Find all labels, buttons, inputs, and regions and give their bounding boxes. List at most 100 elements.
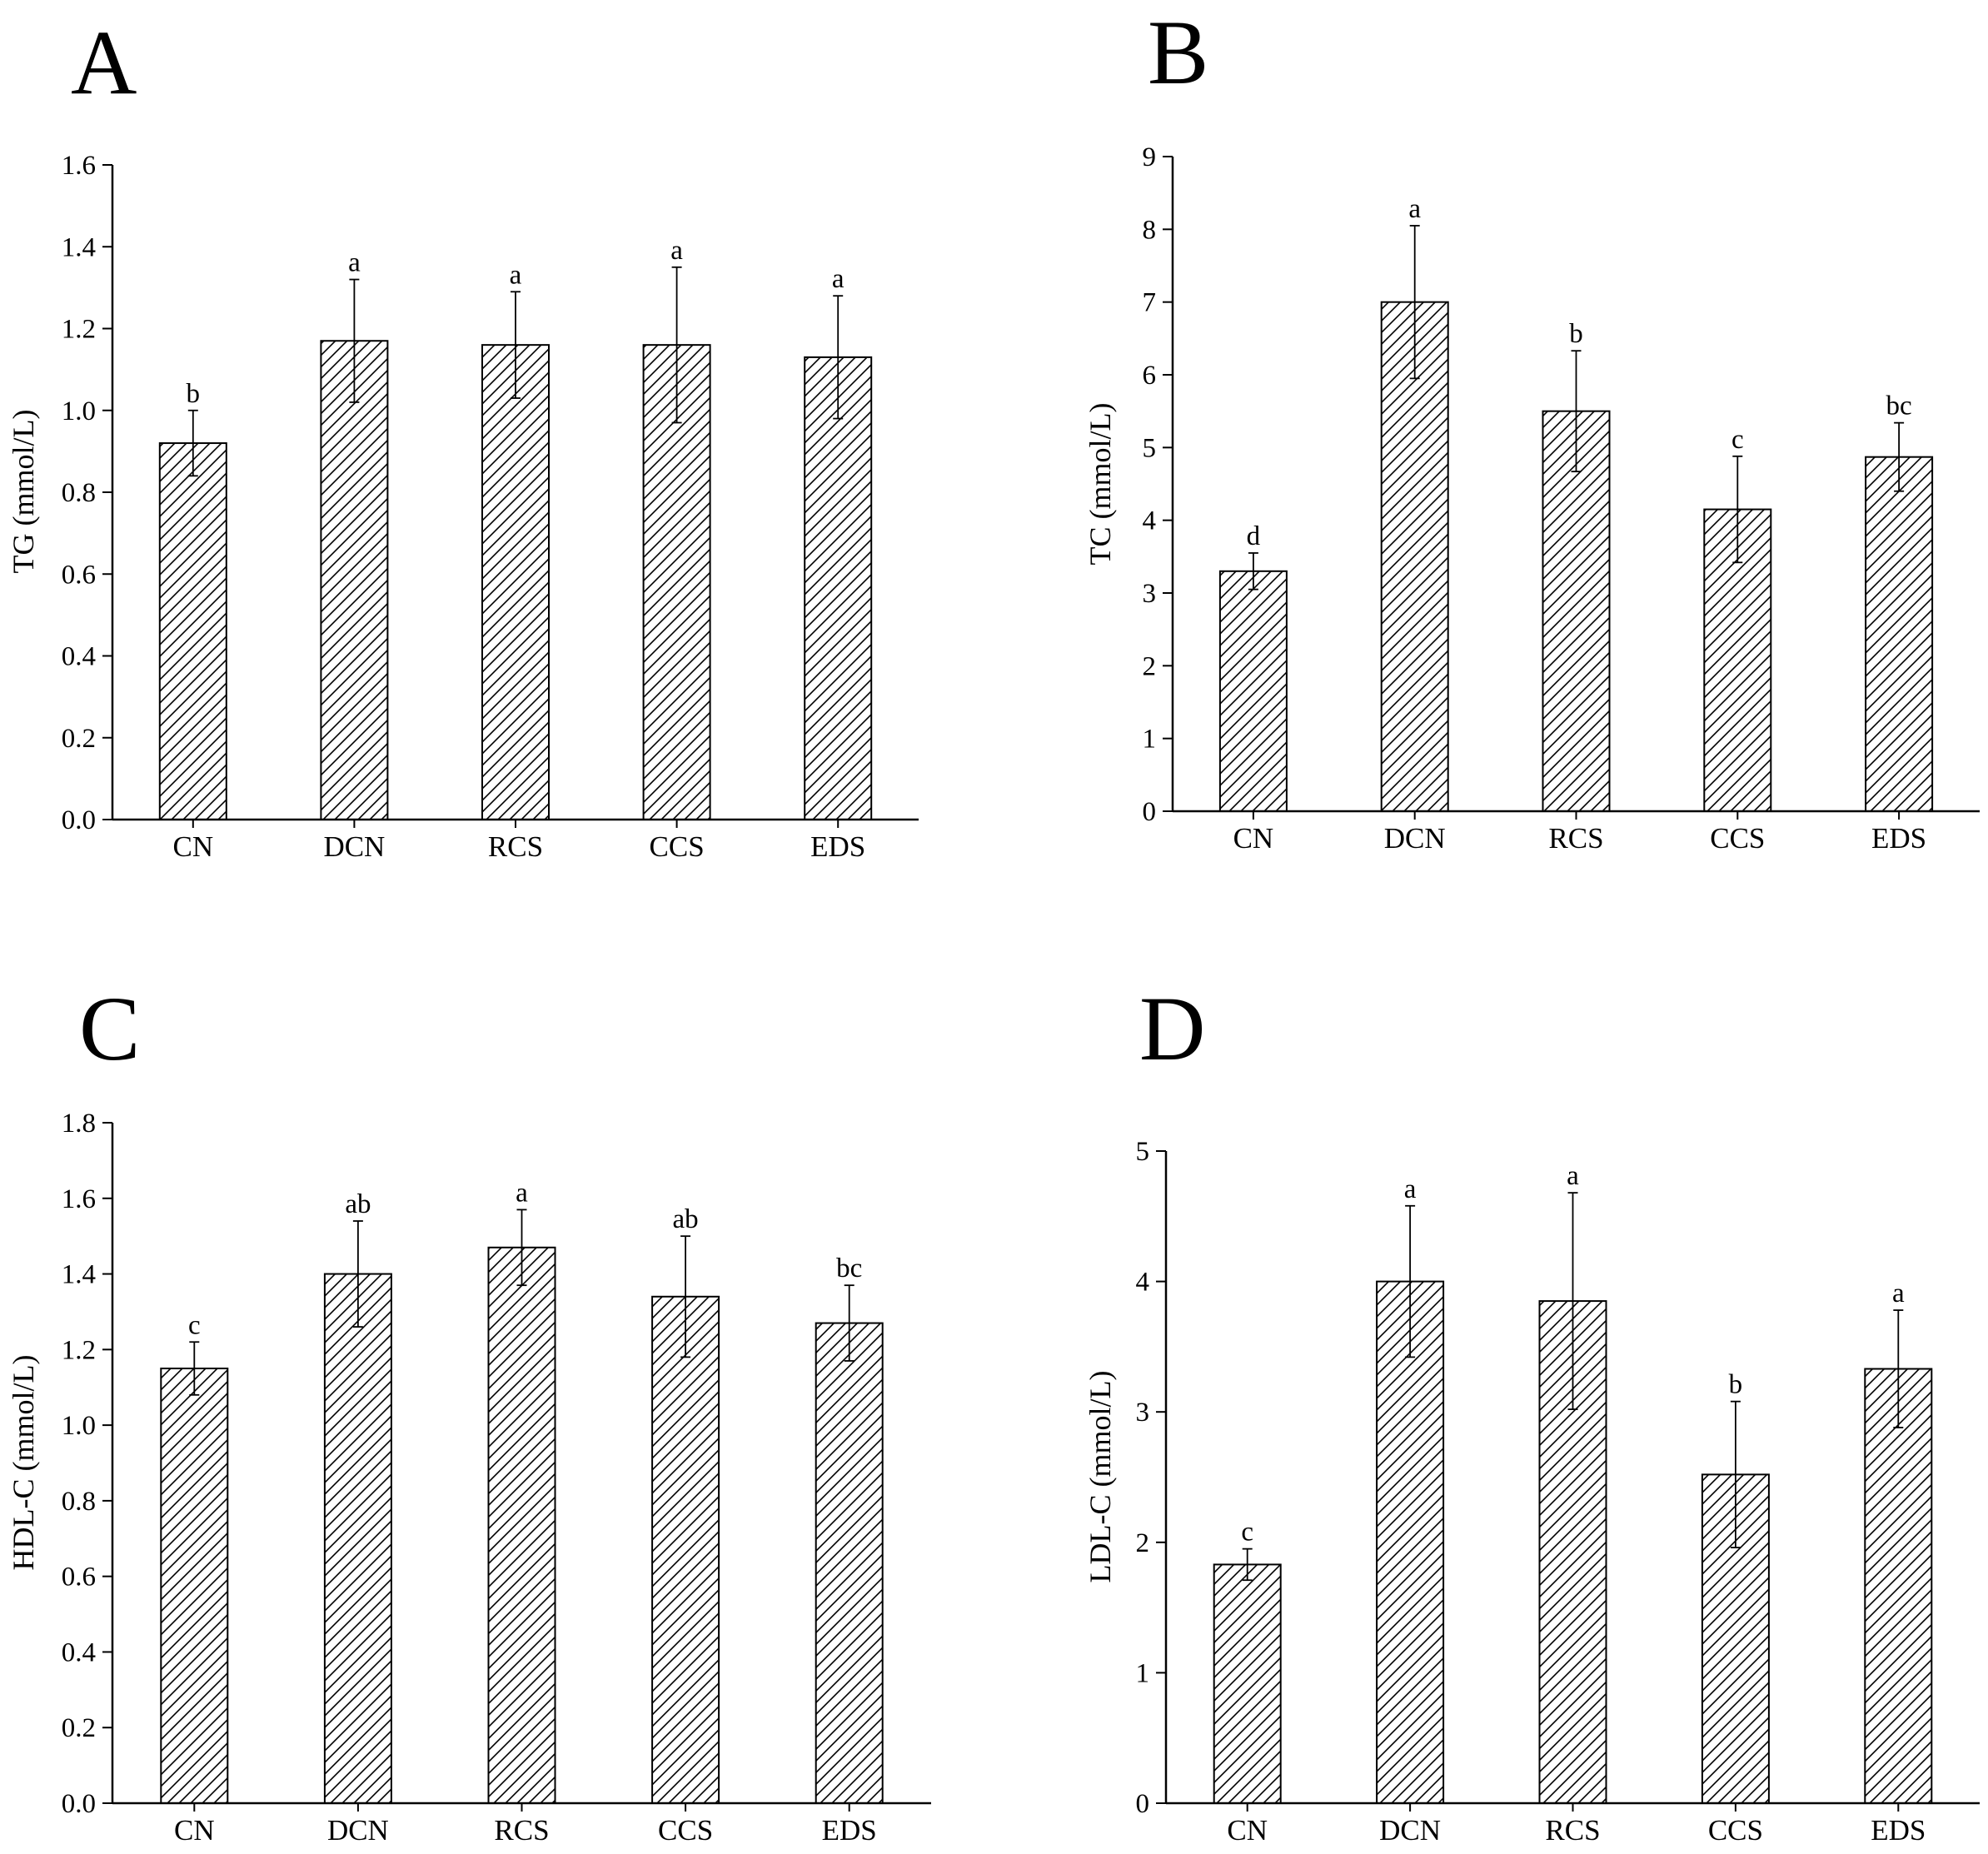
panel-a-y-tick-label-0: 0.0 [62, 805, 96, 835]
panel-d-x-label-ccs: CCS [1708, 1814, 1763, 1847]
panel-a-bar-cn [158, 442, 227, 820]
panel-b-y-tick-label-0: 0 [1143, 797, 1157, 827]
panel-c-y-tick-label-9: 1.8 [62, 1109, 96, 1139]
panel-c-label: C [79, 978, 140, 1079]
panel-a-y-tick-label-2: 0.4 [62, 642, 96, 672]
panel-c-significance-rcs: a [516, 1178, 528, 1208]
panel-d-significance-eds: a [1892, 1278, 1905, 1308]
panel-d-chart: D LDL-C (mmol/L) c a a b a 0 1 2 3 4 5 CN DCN RCS CC… [1084, 978, 1980, 1847]
panel-d-bar-dcn [1376, 1280, 1445, 1804]
panel-c-y-tick-label-5: 1.0 [62, 1411, 96, 1441]
panel-d-x-label-dcn: DCN [1379, 1814, 1441, 1847]
panel-a-bar-dcn [320, 340, 389, 820]
panel-b-y-tick-label-9: 9 [1143, 142, 1157, 172]
panel-c-significance-eds: bc [836, 1253, 862, 1283]
panel-d-bars: c a a b a [1213, 1161, 1933, 1805]
panel-b-y-tick-label-8: 8 [1143, 215, 1157, 245]
panel-a-y-tick-label-4: 0.8 [62, 478, 96, 508]
panel-a-x-label-rcs: RCS [488, 830, 543, 863]
panel-b-bar-dcn [1380, 301, 1449, 812]
panel-c-x-label-cn: CN [174, 1814, 215, 1847]
panel-b-y-tick-label-4: 4 [1143, 506, 1157, 536]
panel-d-y-axis-title: LDL-C (mmol/L) [1084, 1371, 1117, 1583]
panel-a-y-ticks: 0.0 0.2 0.4 0.6 0.8 1.0 1.2 1.4 1.6 [62, 151, 112, 835]
panel-d-x-tick-labels: CN DCN RCS CCS EDS [1227, 1803, 1926, 1847]
panel-c-y-tick-label-7: 1.4 [62, 1260, 96, 1290]
panel-a-bar-eds [804, 356, 873, 820]
panel-b-y-tick-label-7: 7 [1143, 288, 1157, 318]
panel-b-significance-rcs: b [1569, 319, 1583, 349]
panel-a-y-axis-title: TG (mmol/L) [7, 410, 40, 574]
panel-a-x-tick-labels: CN DCN RCS CCS EDS [172, 820, 865, 863]
panel-b-significance-dcn: a [1408, 194, 1421, 224]
panel-b-y-axis-title: TC (mmol/L) [1084, 403, 1117, 566]
panel-d-y-tick-label-0: 0 [1136, 1789, 1150, 1819]
panel-b-x-label-rcs: RCS [1548, 822, 1603, 855]
panel-b-bar-cn [1218, 570, 1288, 812]
panel-c-x-label-ccs: CCS [658, 1814, 713, 1847]
panel-a-bar-rcs [481, 344, 550, 820]
panel-b-significance-cn: d [1247, 521, 1261, 551]
panel-a-chart: A TG (mmol/L) b a a a a 0.0 0.2 0.4 0.6 0.8 1.0 1.… [7, 12, 919, 863]
panel-c-y-tick-label-4: 0.8 [62, 1487, 96, 1517]
panel-c-y-tick-label-6: 1.2 [62, 1335, 96, 1365]
panel-c-y-tick-label-0: 0.0 [62, 1789, 96, 1819]
panel-c-significance-cn: c [188, 1310, 201, 1340]
panel-d-y-tick-label-5: 5 [1136, 1137, 1150, 1167]
panel-a-significance-eds: a [832, 264, 845, 294]
panel-b-significance-ccs: c [1731, 425, 1744, 455]
panel-c-y-tick-label-2: 0.4 [62, 1637, 96, 1667]
panel-c-y-ticks: 0.0 0.2 0.4 0.6 0.8 1.0 1.2 1.4 1.6 1.8 [62, 1109, 112, 1819]
panel-b-y-ticks: 0 1 2 3 4 5 6 7 8 9 [1143, 142, 1173, 827]
panel-d-y-tick-label-2: 2 [1136, 1528, 1150, 1558]
panel-b-y-tick-label-2: 2 [1143, 651, 1157, 681]
panel-a-y-tick-label-8: 1.6 [62, 151, 96, 181]
panel-d-bar-cn [1213, 1563, 1282, 1804]
panel-a-y-tick-label-6: 1.2 [62, 315, 96, 345]
panel-c-y-axis-title: HDL-C (mmol/L) [7, 1355, 40, 1571]
panel-d-x-label-eds: EDS [1871, 1814, 1926, 1847]
panel-b-y-tick-label-1: 1 [1143, 725, 1157, 755]
panel-c-x-label-eds: EDS [822, 1814, 877, 1847]
panel-b-bar-rcs [1542, 410, 1611, 812]
panel-a-x-label-eds: EDS [810, 830, 865, 863]
panel-b-x-label-ccs: CCS [1710, 822, 1765, 855]
panel-a-label: A [71, 12, 137, 113]
panel-d-y-tick-label-3: 3 [1136, 1398, 1150, 1428]
panel-a-y-tick-label-1: 0.2 [62, 724, 96, 754]
panel-a-bar-ccs [642, 344, 711, 820]
panel-a-bars: b a a a a [158, 236, 873, 820]
panel-a-x-label-cn: CN [172, 830, 213, 863]
panel-c-x-tick-labels: CN DCN RCS CCS EDS [174, 1803, 877, 1847]
panel-a-y-tick-label-3: 0.6 [62, 560, 96, 590]
panel-d-x-label-cn: CN [1227, 1814, 1268, 1847]
panel-c-bar-dcn [323, 1273, 392, 1804]
panel-c-y-tick-label-3: 0.6 [62, 1562, 96, 1592]
panel-c-x-label-dcn: DCN [327, 1814, 389, 1847]
panel-b-x-tick-labels: CN DCN RCS CCS EDS [1233, 811, 1926, 855]
panel-a-x-label-dcn: DCN [323, 830, 385, 863]
panel-b-y-tick-label-5: 5 [1143, 433, 1157, 463]
panel-c-y-tick-label-1: 0.2 [62, 1713, 96, 1743]
panel-c-y-tick-label-8: 1.6 [62, 1184, 96, 1214]
panel-d-bar-eds [1864, 1368, 1933, 1804]
panel-c-x-label-rcs: RCS [494, 1814, 549, 1847]
panel-a-y-tick-label-5: 1.0 [62, 396, 96, 426]
panel-a-x-label-ccs: CCS [650, 830, 705, 863]
panel-d-significance-cn: c [1241, 1518, 1253, 1547]
panel-a-y-tick-label-7: 1.4 [62, 232, 96, 262]
panel-b-bar-eds [1865, 456, 1934, 812]
panel-c-significance-dcn: ab [345, 1189, 371, 1219]
panel-b-y-tick-label-6: 6 [1143, 361, 1157, 391]
panel-d-y-tick-label-1: 1 [1136, 1658, 1150, 1688]
panel-c-significance-ccs: ab [673, 1204, 699, 1234]
panel-b-x-label-dcn: DCN [1384, 822, 1446, 855]
panel-c-bar-ccs [651, 1295, 720, 1805]
panel-d-significance-rcs: a [1567, 1161, 1579, 1191]
panel-c-bar-eds [815, 1322, 884, 1805]
panel-d-y-tick-label-4: 4 [1136, 1268, 1150, 1298]
panel-d-significance-dcn: a [1404, 1174, 1417, 1204]
